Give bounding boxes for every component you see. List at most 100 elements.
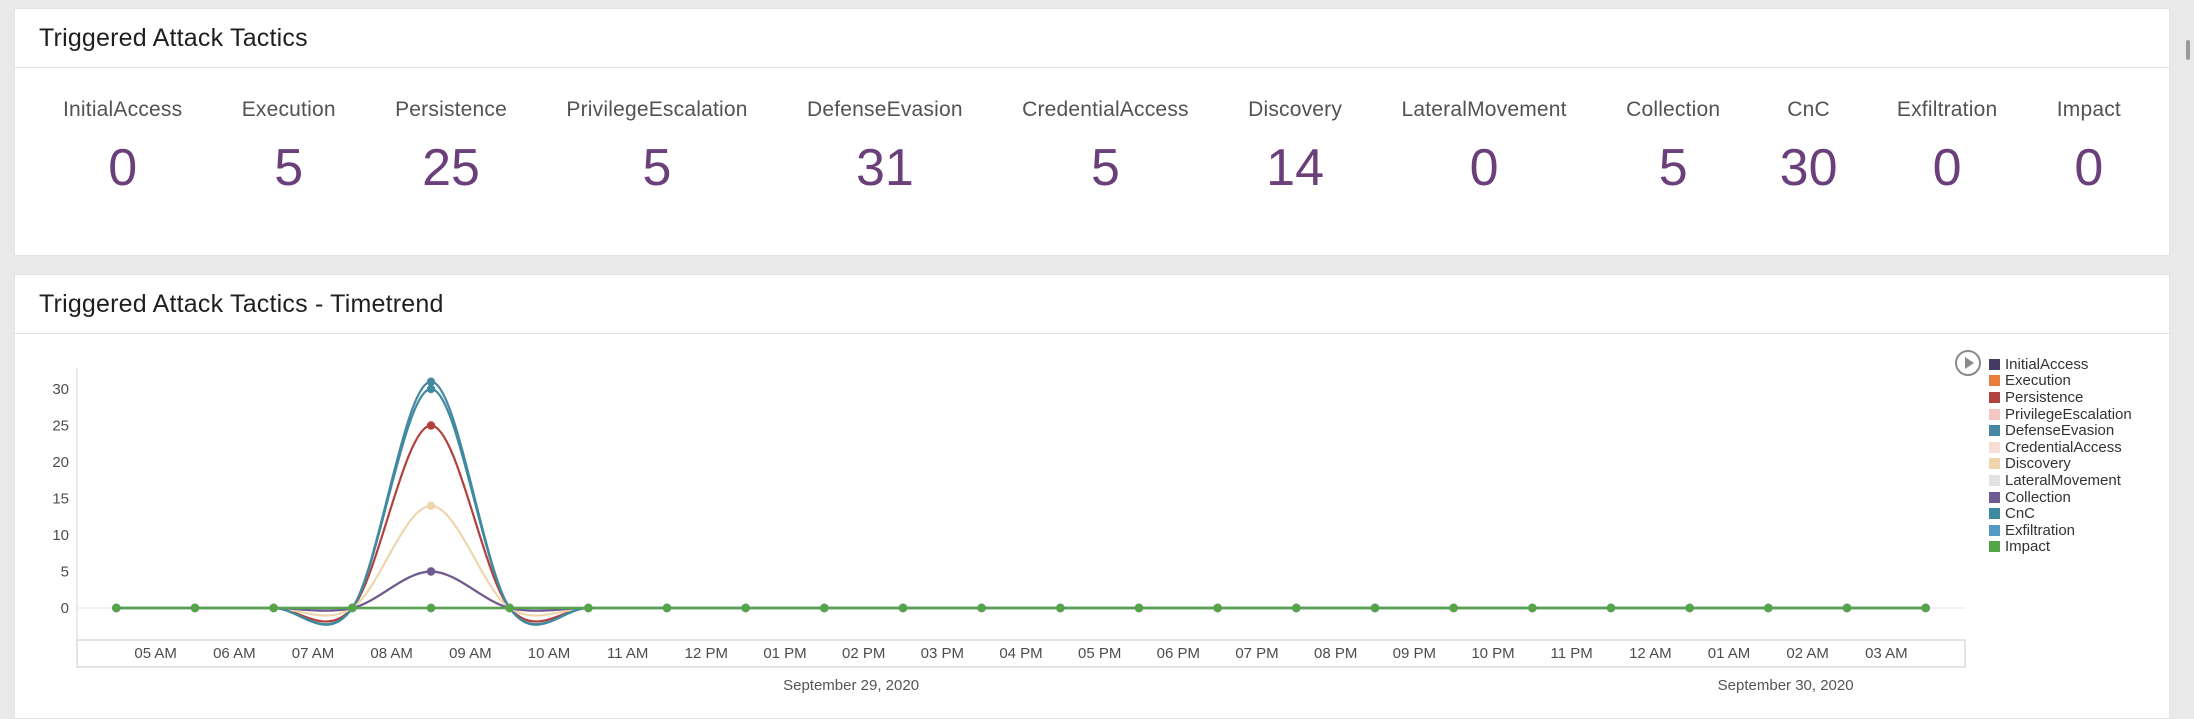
svg-text:September 29, 2020: September 29, 2020 [783, 677, 919, 694]
svg-text:07 PM: 07 PM [1235, 645, 1278, 662]
metric-tile[interactable]: Execution 5 [236, 98, 342, 198]
metric-label: Collection [1626, 98, 1721, 121]
metric-value: 5 [274, 139, 304, 197]
metric-tile[interactable]: LateralMovement 0 [1395, 98, 1572, 198]
svg-text:10 AM: 10 AM [528, 645, 571, 662]
play-icon [1965, 357, 1974, 369]
legend-swatch [1989, 541, 2000, 553]
legend-swatch [1989, 491, 2000, 503]
svg-text:0: 0 [61, 600, 69, 617]
metric-tile[interactable]: PrivilegeEscalation 5 [560, 98, 753, 198]
metric-tile[interactable]: CredentialAccess 5 [1016, 98, 1195, 198]
legend-item[interactable]: LateralMovement [1989, 472, 2157, 489]
svg-text:05 AM: 05 AM [134, 645, 177, 662]
legend-label: CnC [2005, 505, 2036, 523]
svg-text:05 PM: 05 PM [1078, 645, 1121, 662]
svg-text:03 AM: 03 AM [1865, 645, 1908, 662]
play-button[interactable] [1955, 350, 1981, 376]
svg-text:11 AM: 11 AM [607, 645, 648, 662]
metric-value: 5 [1090, 139, 1120, 197]
legend-item[interactable]: InitialAccess [1989, 356, 2157, 373]
legend-item[interactable]: DefenseEvasion [1989, 422, 2157, 439]
svg-text:04 PM: 04 PM [999, 645, 1042, 662]
legend-label: Collection [2005, 488, 2071, 506]
metric-value: 0 [2074, 139, 2104, 197]
svg-text:09 AM: 09 AM [449, 645, 492, 662]
legend-item[interactable]: CnC [1989, 505, 2157, 522]
svg-text:20: 20 [52, 454, 69, 471]
legend-swatch [1989, 524, 2000, 536]
metric-value: 0 [1469, 139, 1499, 197]
metric-label: Discovery [1248, 98, 1343, 121]
svg-text:03 PM: 03 PM [921, 645, 964, 662]
metric-value: 0 [108, 139, 138, 197]
svg-text:02 PM: 02 PM [842, 645, 885, 662]
svg-text:25: 25 [52, 418, 69, 435]
legend-label: CredentialAccess [2005, 438, 2122, 456]
metric-label: Persistence [395, 98, 508, 121]
metric-label: CnC [1787, 98, 1830, 121]
legend-label: Persistence [2005, 388, 2084, 406]
legend-label: DefenseEvasion [2005, 422, 2115, 440]
metric-tile[interactable]: Discovery 14 [1242, 98, 1348, 198]
legend-swatch [1989, 458, 2000, 470]
legend-item[interactable]: Exfiltration [1989, 522, 2157, 539]
legend-label: Exfiltration [2005, 521, 2076, 539]
legend-item[interactable]: Persistence [1989, 389, 2157, 406]
tactics-panel-title: Triggered Attack Tactics [15, 9, 2169, 68]
legend-label: Impact [2005, 538, 2051, 556]
legend-swatch [1989, 441, 2000, 453]
svg-text:10 PM: 10 PM [1471, 645, 1514, 662]
legend-label: InitialAccess [2005, 355, 2089, 373]
timetrend-panel-title: Triggered Attack Tactics - Timetrend [15, 275, 2169, 334]
legend-swatch [1989, 391, 2000, 403]
metric-label: CredentialAccess [1022, 98, 1189, 121]
svg-text:12 PM: 12 PM [685, 645, 728, 662]
tactics-panel: Triggered Attack Tactics InitialAccess 0… [14, 8, 2170, 256]
metric-label: Impact [2056, 98, 2121, 121]
chart-legend: InitialAccess Execution Persistence Privile… [1989, 356, 2157, 555]
timetrend-panel: Triggered Attack Tactics - Timetrend 0 5 1… [14, 274, 2170, 719]
svg-text:10: 10 [52, 527, 69, 544]
legend-label: Discovery [2005, 455, 2071, 473]
svg-text:30: 30 [52, 381, 69, 398]
svg-text:06 PM: 06 PM [1157, 645, 1200, 662]
metric-tile[interactable]: InitialAccess 0 [57, 98, 188, 198]
legend-item[interactable]: Collection [1989, 489, 2157, 506]
metric-label: InitialAccess [63, 98, 183, 121]
metric-tile[interactable]: Exfiltration 0 [1891, 98, 2003, 198]
legend-swatch [1989, 508, 2000, 520]
metric-label: Execution [241, 98, 336, 121]
legend-label: PrivilegeEscalation [2005, 405, 2132, 423]
metric-value: 0 [1932, 139, 1962, 197]
svg-text:06 AM: 06 AM [213, 645, 256, 662]
legend-item[interactable]: Impact [1989, 538, 2157, 556]
metric-label: Exfiltration [1896, 98, 1998, 121]
legend-item[interactable]: Discovery [1989, 455, 2157, 473]
svg-text:08 PM: 08 PM [1314, 645, 1357, 662]
svg-text:02 AM: 02 AM [1786, 645, 1829, 662]
metric-value: 30 [1779, 139, 1838, 197]
svg-text:09 PM: 09 PM [1393, 645, 1436, 662]
metric-value: 31 [855, 139, 914, 197]
legend-label: Execution [2005, 372, 2071, 390]
legend-swatch [1989, 358, 2000, 370]
tactics-metrics-row: InitialAccess 0 Execution 5 Persistence … [15, 68, 2169, 198]
svg-text:5: 5 [61, 564, 69, 581]
metric-value: 5 [1658, 139, 1688, 197]
metric-tile[interactable]: Impact 0 [2051, 98, 2127, 198]
metric-label: DefenseEvasion [807, 98, 963, 121]
metric-value: 5 [642, 139, 672, 197]
svg-text:07 AM: 07 AM [292, 645, 335, 662]
legend-item[interactable]: PrivilegeEscalation [1989, 406, 2157, 423]
metric-tile[interactable]: Persistence 25 [389, 98, 513, 198]
legend-label: LateralMovement [2005, 471, 2121, 489]
metric-tile[interactable]: DefenseEvasion 31 [801, 98, 969, 198]
legend-item[interactable]: Execution [1989, 372, 2157, 390]
svg-text:08 AM: 08 AM [370, 645, 413, 662]
svg-text:12 AM: 12 AM [1629, 645, 1672, 662]
metric-tile[interactable]: Collection 5 [1620, 98, 1726, 198]
legend-item[interactable]: CredentialAccess [1989, 439, 2157, 456]
scrollbar-thumb[interactable] [2186, 40, 2190, 60]
metric-tile[interactable]: CnC 30 [1774, 98, 1844, 198]
